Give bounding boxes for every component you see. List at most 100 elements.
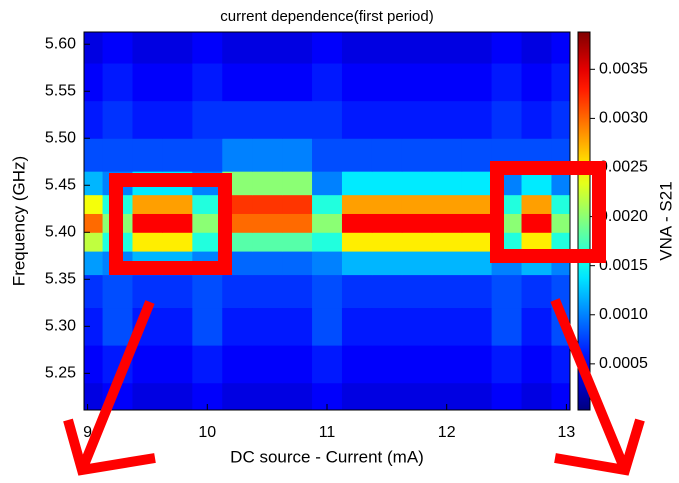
heatmap-cell: [162, 32, 193, 64]
heatmap-cell: [521, 232, 552, 252]
heatmap-cell: [461, 307, 493, 346]
heatmap-cell: [341, 251, 373, 276]
heatmap-cell: [252, 194, 283, 214]
heatmap-cell: [371, 138, 403, 172]
heatmap-cell: [192, 232, 223, 252]
heatmap-cell: [431, 32, 463, 64]
heatmap-cell: [252, 274, 283, 309]
heatmap-cell: [162, 138, 193, 172]
heatmap-cell: [341, 63, 373, 102]
heatmap-cell: [102, 307, 133, 346]
heatmap-cell: [84, 194, 104, 214]
arrow: [63, 300, 156, 476]
heatmap-cell: [341, 382, 373, 410]
heatmap-cell: [551, 382, 570, 410]
x-tick-label: 10: [198, 424, 216, 441]
heatmap-cell: [371, 307, 403, 346]
heatmap-cell: [461, 345, 493, 384]
heatmap-cell: [341, 307, 373, 346]
y-tick-label: 5.40: [45, 224, 76, 241]
heatmap-cell: [551, 63, 570, 102]
heatmap-cell: [371, 100, 403, 139]
heatmap-cell: [551, 32, 570, 64]
heatmap-cell: [282, 232, 313, 252]
heatmap-cell: [84, 232, 104, 252]
heatmap-cell: [371, 251, 403, 276]
heatmap-cell: [132, 32, 163, 64]
heatmap-cell: [431, 382, 463, 410]
heatmap-cell: [401, 194, 433, 214]
heatmap-cell: [84, 382, 104, 410]
heatmap-cell: [222, 63, 253, 102]
heatmap-cell: [312, 251, 343, 276]
chart-title: current dependence(first period): [220, 8, 433, 25]
heatmap-cell: [371, 213, 403, 233]
heatmap-cell: [102, 100, 133, 139]
y-tick-label: 5.30: [45, 318, 76, 335]
heatmap-cell: [431, 274, 463, 309]
heatmap-cell: [282, 213, 313, 233]
heatmap-cell: [84, 171, 104, 196]
heatmap-cell: [252, 63, 283, 102]
heatmap-cell: [401, 307, 433, 346]
heatmap-cell: [132, 382, 163, 410]
heatmap-cell: [431, 213, 463, 233]
heatmap-cell: [192, 345, 223, 384]
y-tick-label: 5.55: [45, 82, 76, 99]
heatmap-cell: [282, 307, 313, 346]
heatmap-cell: [341, 138, 373, 172]
heatmap-cell: [551, 100, 570, 139]
heatmap-cell: [252, 138, 283, 172]
x-axis-label: DC source - Current (mA): [230, 447, 424, 466]
heatmap-cell: [84, 138, 104, 172]
heatmap-cell: [312, 63, 343, 102]
y-tick-label: 5.60: [45, 35, 76, 52]
heatmap-cell: [341, 194, 373, 214]
heatmap-cell: [521, 32, 552, 64]
heatmap-cell: [431, 307, 463, 346]
heatmap-cell: [401, 251, 433, 276]
heatmap-cell: [84, 307, 104, 346]
heatmap-cell: [521, 307, 552, 346]
heatmap-cell: [252, 100, 283, 139]
heatmap-cell: [222, 100, 253, 139]
heatmap-cell: [192, 63, 223, 102]
heatmap-cell: [192, 138, 223, 172]
heatmap-cell: [192, 100, 223, 139]
y-axis-label: Frequency (GHz): [9, 156, 28, 286]
heatmap-cell: [102, 274, 133, 309]
heatmap-cell: [162, 232, 193, 252]
y-tick-label: 5.50: [45, 129, 76, 146]
heatmap-cell: [461, 171, 493, 196]
colorbar-tick-label: 0.0020: [599, 208, 648, 225]
heatmap-cell: [401, 213, 433, 233]
heatmap-cell: [132, 100, 163, 139]
heatmap-cell: [252, 251, 283, 276]
heatmap-cell: [521, 345, 552, 384]
heatmap-cell: [521, 274, 552, 309]
heatmap-cell: [371, 63, 403, 102]
heatmap-cell: [341, 213, 373, 233]
heatmap-cell: [461, 274, 493, 309]
heatmap-cell: [521, 63, 552, 102]
heatmap-cell: [192, 274, 223, 309]
colorbar-label: VNA - S21: [656, 181, 675, 260]
heatmap-cell: [551, 171, 570, 196]
heatmap-cell: [491, 32, 523, 64]
heatmap-cell: [401, 232, 433, 252]
colorbar-tick-label: 0.0010: [599, 306, 648, 323]
heatmap-cell: [401, 100, 433, 139]
heatmap-cell: [222, 382, 253, 410]
heatmap-cell: [132, 138, 163, 172]
heatmap-cell: [521, 382, 552, 410]
heatmap-cell: [431, 194, 463, 214]
heatmap-cell: [401, 32, 433, 64]
heatmap-cell: [461, 100, 493, 139]
x-tick-label: 11: [319, 424, 336, 441]
colorbar-tick-label: 0.0025: [599, 159, 648, 176]
heatmap-cell: [192, 307, 223, 346]
heatmap-cell: [102, 32, 133, 64]
heatmap-cell: [521, 213, 552, 233]
heatmap-cell: [521, 194, 552, 214]
